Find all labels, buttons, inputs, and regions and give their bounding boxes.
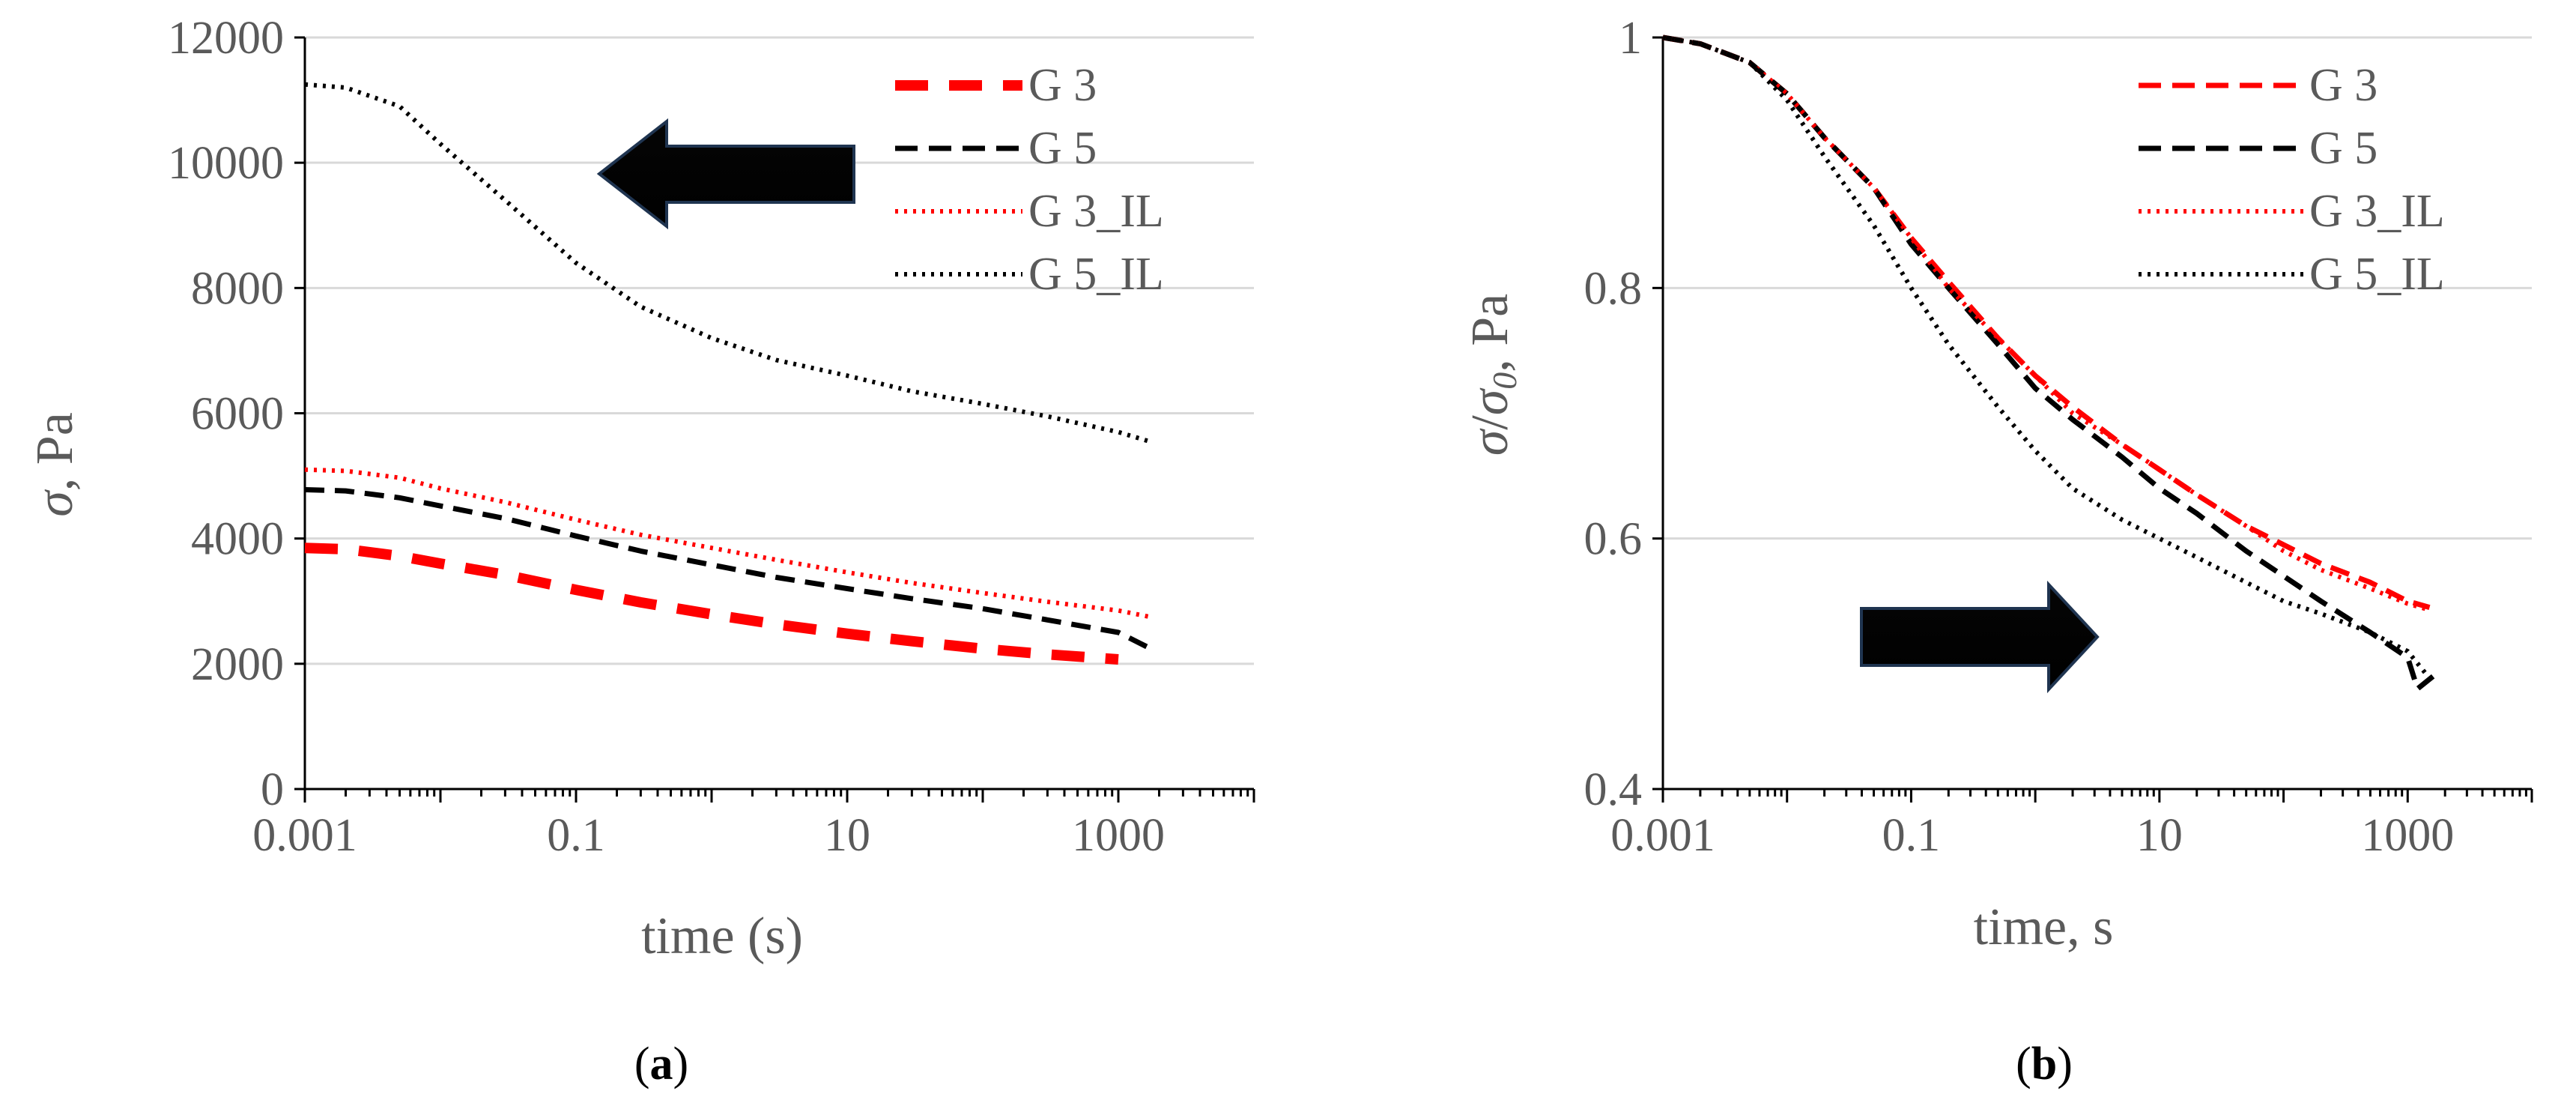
legend-label: G 3_IL: [2309, 186, 2445, 237]
y-tick-label: 0.6: [1584, 514, 1643, 565]
legend-label: G 5: [1028, 123, 1097, 174]
series-lines: [304, 82, 1151, 665]
x-tick-label: 10: [2136, 810, 2183, 861]
series-lines: [1662, 34, 2435, 692]
y-axis-label: σ/σ0, Pa: [1461, 294, 1524, 456]
y-axis-label-sep: /: [1461, 415, 1519, 430]
x-tick-label: 0.001: [1610, 810, 1715, 861]
y-tick-label: 0.8: [1584, 263, 1643, 314]
y-axis-label: σ, Pa: [26, 412, 84, 517]
series-line-g3: [304, 543, 1119, 665]
chart-panel-a: 0 2000 4000 6000 8000 10000 12000 0.001 0.1 10 10…: [26, 13, 1255, 1090]
series-line-g5: [304, 487, 1151, 651]
x-tick-label: 0.001: [252, 810, 357, 861]
y-tick-label: 12000: [168, 13, 284, 64]
legend-label: G 3_IL: [1028, 186, 1164, 237]
x-tick-label: 0.1: [1882, 810, 1941, 861]
caption-b: (b): [2016, 1039, 2073, 1090]
x-tick-labels: 0.001 0.1 10 1000: [1610, 810, 2454, 861]
x-tick-label: 10: [824, 810, 870, 861]
gridlines: [1663, 36, 2532, 540]
axes: [294, 36, 1255, 803]
legend-label: G 3: [1028, 60, 1097, 111]
y-tick-labels: 0 2000 4000 6000 8000 10000 12000: [168, 13, 284, 815]
y-axis-label-sub-base: σ: [1461, 387, 1519, 415]
series-line-g3_il: [304, 467, 1151, 620]
legend-label: G 5_IL: [2309, 249, 2445, 300]
legend-label: G 5: [2309, 123, 2378, 174]
caption-a: (a): [634, 1039, 688, 1090]
legend-label: G 3: [2309, 60, 2378, 111]
y-axis-label-symbol: σ: [26, 489, 84, 517]
y-tick-label: 8000: [191, 263, 284, 314]
x-tick-label: 1000: [2361, 810, 2454, 861]
gridlines: [305, 36, 1254, 665]
series-line-g5_il: [304, 82, 1151, 444]
y-axis-label-symbol: σ: [1461, 428, 1519, 456]
y-axis-label-unit: , Pa: [1461, 294, 1519, 372]
series-line-g3_il: [1662, 35, 2431, 612]
y-tick-label: 6000: [191, 389, 284, 440]
x-axis-label: time, s: [1974, 898, 2114, 956]
y-tick-labels: 0.4 0.6 0.8 1: [1584, 13, 1643, 815]
y-tick-label: 4000: [191, 514, 284, 565]
caption-b-letter: b: [2031, 1039, 2057, 1090]
axes: [1652, 36, 2533, 803]
x-tick-label: 1000: [1072, 810, 1165, 861]
chart-panel-b: 0.40.60.81 0.001 0.1 10 1000 time, s σ/σ0, …: [1461, 13, 2533, 1090]
legend-label: G 5_IL: [1028, 249, 1164, 300]
arrow-left-icon: [596, 118, 855, 230]
y-tick-label: 10000: [168, 138, 284, 189]
y-tick-label: 0.4: [1584, 764, 1643, 815]
y-axis-label-subscript: 0: [1485, 372, 1524, 390]
legend: G 3 G 5 G 3_IL G 5_IL: [895, 60, 1164, 300]
x-axis-label: time (s): [641, 907, 803, 965]
caption-a-letter: a: [650, 1039, 673, 1090]
x-tick-labels: 0.001 0.1 10 1000: [252, 810, 1165, 861]
y-tick-label: 1: [1619, 13, 1642, 64]
y-tick-label: 0: [261, 764, 284, 815]
series-line-g5: [1662, 34, 2435, 692]
series-line-g5_il: [1662, 35, 2435, 684]
arrow-right-icon: [1860, 580, 2100, 694]
y-axis-label-unit: , Pa: [26, 412, 84, 491]
legend: G 3 G 5 G 3_IL G 5_IL: [2139, 60, 2445, 300]
y-tick-label: 2000: [191, 639, 284, 690]
x-tick-label: 0.1: [547, 810, 605, 861]
